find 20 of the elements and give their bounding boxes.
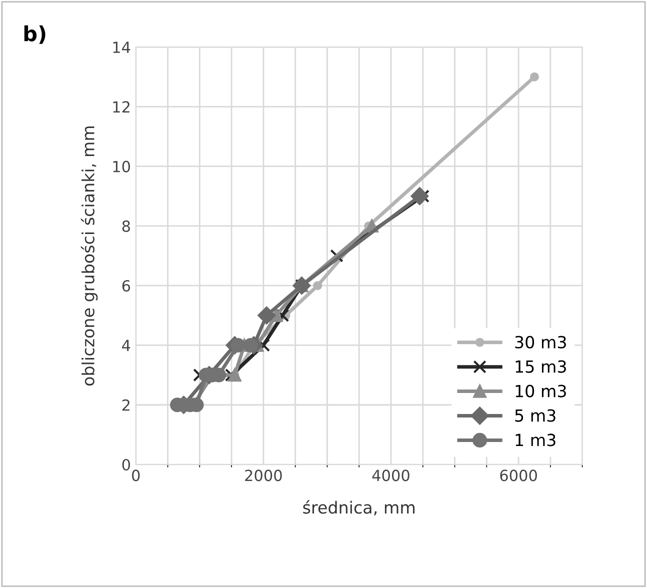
x-axis-title: średnica, mm — [303, 500, 414, 516]
y-tick-label: 6 — [122, 280, 130, 292]
y-tick-label: 4 — [122, 340, 130, 352]
legend-label: 10 m3 — [516, 384, 566, 398]
legend-label: 15 m3 — [516, 360, 566, 373]
legend-label: 5 m3 — [515, 409, 556, 422]
legend-label: 1 m3 — [516, 434, 556, 446]
x-tick-label: 4000 — [372, 470, 410, 482]
x-tick-label: 0 — [132, 470, 140, 482]
x-tick-label: 2000 — [245, 470, 282, 482]
text: b) — [24, 25, 46, 44]
y-tick-label: 10 — [113, 160, 130, 172]
y-tick-label: 0 — [122, 458, 130, 471]
x-tick-label: 6000 — [500, 470, 537, 482]
y-tick-label: 14 — [113, 42, 130, 53]
y-tick-label: 8 — [122, 220, 130, 232]
y-axis-title: obliczone grubości ścianki, mm — [80, 126, 98, 386]
y-tick-label: 12 — [113, 101, 130, 112]
legend-label: 30 m3 — [515, 336, 566, 348]
y-tick-label: 2 — [122, 399, 130, 411]
